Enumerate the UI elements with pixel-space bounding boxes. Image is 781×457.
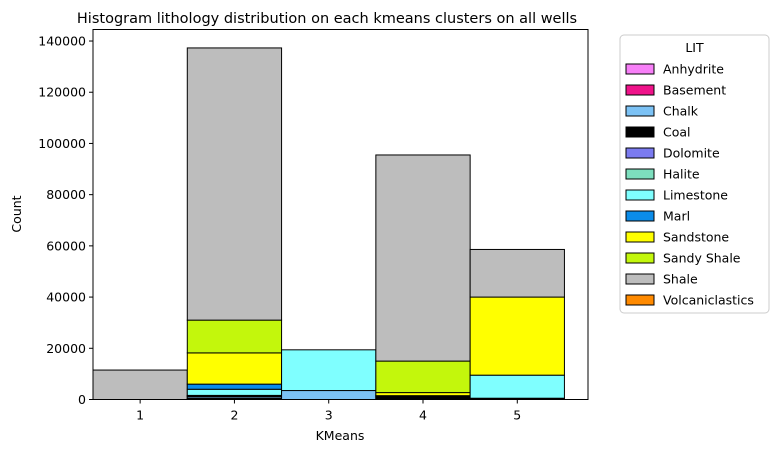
legend-swatch-anhydrite — [626, 64, 654, 74]
legend-swatch-limestone — [626, 190, 654, 200]
y-tick-label: 140000 — [38, 34, 86, 49]
legend-swatch-chalk — [626, 106, 654, 116]
bar-segment-shale-cluster-2 — [187, 48, 281, 320]
legend-swatch-dolomite — [626, 148, 654, 158]
x-tick-label: 2 — [230, 408, 238, 423]
x-tick-label: 5 — [513, 408, 521, 423]
bar-segment-limestone-cluster-3 — [282, 350, 376, 391]
y-axis-title: Count — [9, 195, 24, 232]
x-tick-label: 4 — [419, 408, 427, 423]
x-axis-title: KMeans — [316, 428, 365, 443]
legend-label-chalk: Chalk — [663, 104, 699, 119]
legend-swatch-sandy-shale — [626, 253, 654, 263]
x-tick-label: 3 — [325, 408, 333, 423]
legend-swatch-coal — [626, 127, 654, 137]
legend-label-volcaniclastics: Volcaniclastics — [663, 293, 754, 308]
legend-swatch-basement — [626, 85, 654, 95]
bar-segment-shale-cluster-1 — [93, 370, 187, 399]
legend-swatch-shale — [626, 274, 654, 284]
legend-swatch-sandstone — [626, 232, 654, 242]
x-tick-label: 1 — [136, 408, 144, 423]
legend-swatch-halite — [626, 169, 654, 179]
legend-label-halite: Halite — [663, 167, 700, 182]
legend-label-basement: Basement — [663, 83, 726, 98]
legend: LIT Anhydrite Basement Chalk Coal Dolomite Ha… — [620, 35, 769, 313]
legend-label-sandstone: Sandstone — [663, 230, 729, 245]
bar-segment-shale-cluster-4 — [376, 155, 470, 361]
legend-label-anhydrite: Anhydrite — [663, 62, 724, 77]
bar-segment-marl-cluster-2 — [187, 384, 281, 389]
bar-segment-sandy-shale-cluster-2 — [187, 320, 281, 353]
y-tick-label: 40000 — [46, 290, 86, 305]
bar-segment-limestone-cluster-5 — [470, 375, 564, 398]
legend-swatch-marl — [626, 211, 654, 221]
bar-segment-sandy-shale-cluster-4 — [376, 361, 470, 392]
legend-label-marl: Marl — [663, 209, 690, 224]
y-tick-label: 80000 — [46, 187, 86, 202]
bar-segment-sandstone-cluster-2 — [187, 353, 281, 384]
y-tick-label: 100000 — [38, 136, 86, 151]
bar-segment-sandstone-cluster-5 — [470, 297, 564, 375]
y-tick-label: 20000 — [46, 341, 86, 356]
legend-label-coal: Coal — [663, 125, 691, 140]
y-axis: 0 20000 40000 60000 80000 100000 120000 140000 — [38, 34, 93, 407]
y-tick-label: 60000 — [46, 238, 86, 253]
bar-segment-limestone-cluster-2 — [187, 389, 281, 395]
y-tick-label: 0 — [78, 392, 86, 407]
bar-segment-shale-cluster-5 — [470, 249, 564, 297]
x-axis: 1 2 3 4 5 — [136, 400, 521, 423]
legend-label-sandy-shale: Sandy Shale — [663, 251, 741, 266]
legend-label-limestone: Limestone — [663, 188, 728, 203]
legend-title: LIT — [685, 40, 704, 55]
legend-label-shale: Shale — [663, 272, 698, 287]
legend-swatch-volcaniclastics — [626, 295, 654, 305]
chart-title: Histogram lithology distribution on each… — [77, 11, 577, 27]
bars-group — [93, 48, 564, 400]
y-tick-label: 120000 — [38, 85, 86, 100]
legend-label-dolomite: Dolomite — [663, 146, 720, 161]
bar-segment-chalk-cluster-3 — [282, 391, 376, 400]
